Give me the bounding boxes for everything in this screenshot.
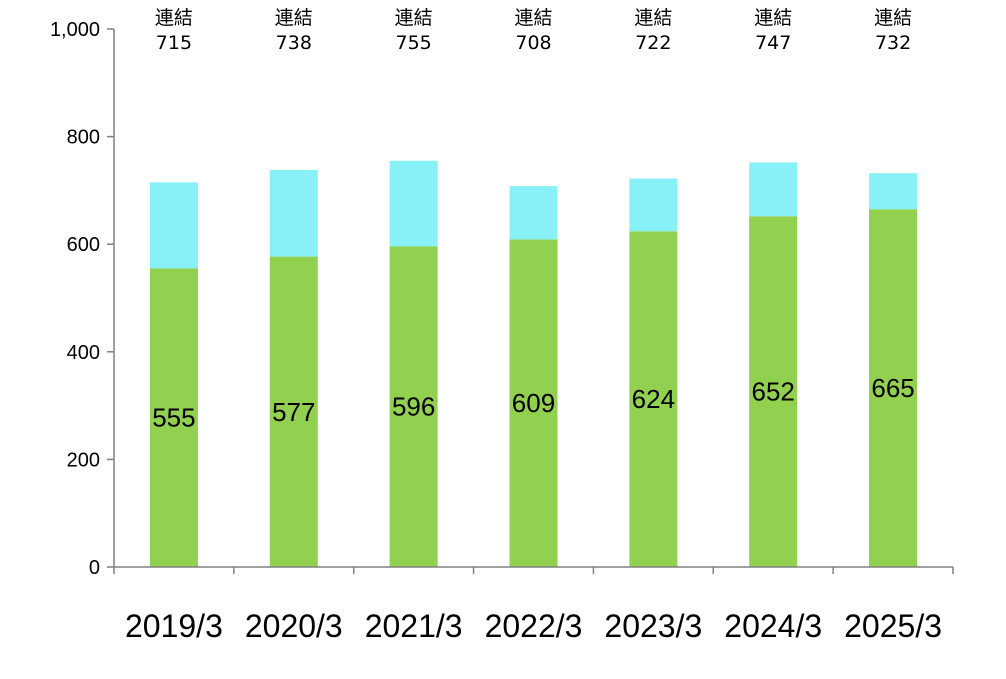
total-prefix-label: 連結 xyxy=(395,7,433,29)
total-prefix-label: 連結 xyxy=(275,7,313,29)
x-category-label: 2019/3 xyxy=(125,608,223,644)
y-tick-label: 1,000 xyxy=(50,19,100,41)
x-category-label: 2024/3 xyxy=(724,608,822,644)
y-tick-label: 400 xyxy=(67,342,100,364)
total-value-label: 722 xyxy=(635,32,671,54)
bar-segment-lower xyxy=(389,246,438,568)
x-category-label: 2023/3 xyxy=(604,608,702,644)
bar-value-label: 577 xyxy=(272,397,315,427)
bar-value-label: 609 xyxy=(512,388,555,418)
total-prefix-label: 連結 xyxy=(754,7,792,29)
bar-segment-lower xyxy=(149,268,198,567)
bar-segment-upper xyxy=(509,186,558,240)
bar-segment-upper xyxy=(629,178,678,232)
total-value-label: 747 xyxy=(755,32,791,54)
bar-value-label: 624 xyxy=(632,384,675,414)
bar-value-label: 665 xyxy=(871,373,914,403)
x-category-label: 2022/3 xyxy=(485,608,583,644)
bar-value-label: 555 xyxy=(152,403,195,433)
y-tick-label: 200 xyxy=(67,449,100,471)
total-value-label: 755 xyxy=(396,32,432,54)
total-value-label: 738 xyxy=(276,32,312,54)
total-prefix-label: 連結 xyxy=(155,7,193,29)
y-tick-label: 800 xyxy=(67,127,100,149)
bars-group xyxy=(149,160,918,568)
labels-group: 0 200 400 600 800 1,000 555 連結 715 2019/3 577 連結 738… xyxy=(50,7,954,644)
x-category-label: 2025/3 xyxy=(844,608,942,644)
total-prefix-label: 連結 xyxy=(634,7,672,29)
bar-segment-lower xyxy=(749,216,798,567)
bar-segment-lower xyxy=(509,239,558,567)
y-tick-label: 600 xyxy=(67,234,100,256)
total-prefix-label: 連結 xyxy=(514,7,552,29)
bar-segment-upper xyxy=(269,169,318,257)
x-category-label: 2021/3 xyxy=(365,608,463,644)
bar-segment-lower xyxy=(869,209,918,568)
bar-segment-lower xyxy=(629,231,678,567)
bar-segment-upper xyxy=(389,160,438,247)
bar-segment-upper xyxy=(749,162,798,217)
axes-group xyxy=(113,29,953,568)
bar-segment-upper xyxy=(149,182,198,269)
bar-value-label: 596 xyxy=(392,392,435,422)
total-value-label: 732 xyxy=(875,32,911,54)
y-tick-label: 0 xyxy=(89,557,100,579)
total-prefix-label: 連結 xyxy=(874,7,912,29)
total-value-label: 708 xyxy=(515,32,551,54)
bar-segment-upper xyxy=(869,173,918,210)
total-value-label: 715 xyxy=(156,32,192,54)
bar-segment-lower xyxy=(269,256,318,567)
bar-value-label: 652 xyxy=(752,377,795,407)
x-category-label: 2020/3 xyxy=(245,608,343,644)
